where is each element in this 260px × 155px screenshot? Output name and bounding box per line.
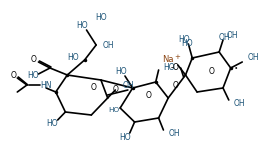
Text: HN: HN (40, 80, 52, 89)
Text: -O: -O (171, 64, 179, 73)
Text: OH: OH (103, 42, 114, 51)
Text: HO: HO (182, 40, 193, 49)
Text: OH: OH (219, 33, 231, 42)
Text: O: O (146, 91, 152, 100)
Text: OH: OH (123, 82, 135, 91)
Text: HO: HO (46, 120, 58, 128)
Text: O: O (90, 84, 96, 93)
Text: OH: OH (227, 31, 238, 40)
Text: OH: OH (233, 98, 245, 108)
Text: +: + (174, 54, 180, 60)
Text: HO: HO (67, 53, 79, 62)
Text: Na: Na (162, 55, 174, 64)
Text: HO: HO (27, 71, 38, 80)
Text: O: O (31, 55, 37, 64)
Text: HO: HO (179, 35, 190, 44)
Text: HO: HO (164, 62, 175, 71)
Text: O: O (10, 71, 16, 80)
Text: HO: HO (119, 133, 131, 142)
Text: HO: HO (108, 107, 119, 113)
Text: HO: HO (115, 67, 127, 77)
Text: O: O (173, 80, 179, 89)
Text: O: O (209, 67, 214, 77)
Text: OH: OH (248, 53, 260, 62)
Text: HO: HO (95, 13, 107, 22)
Text: O: O (112, 86, 118, 95)
Text: HO: HO (76, 20, 88, 29)
Text: OH: OH (168, 129, 180, 139)
